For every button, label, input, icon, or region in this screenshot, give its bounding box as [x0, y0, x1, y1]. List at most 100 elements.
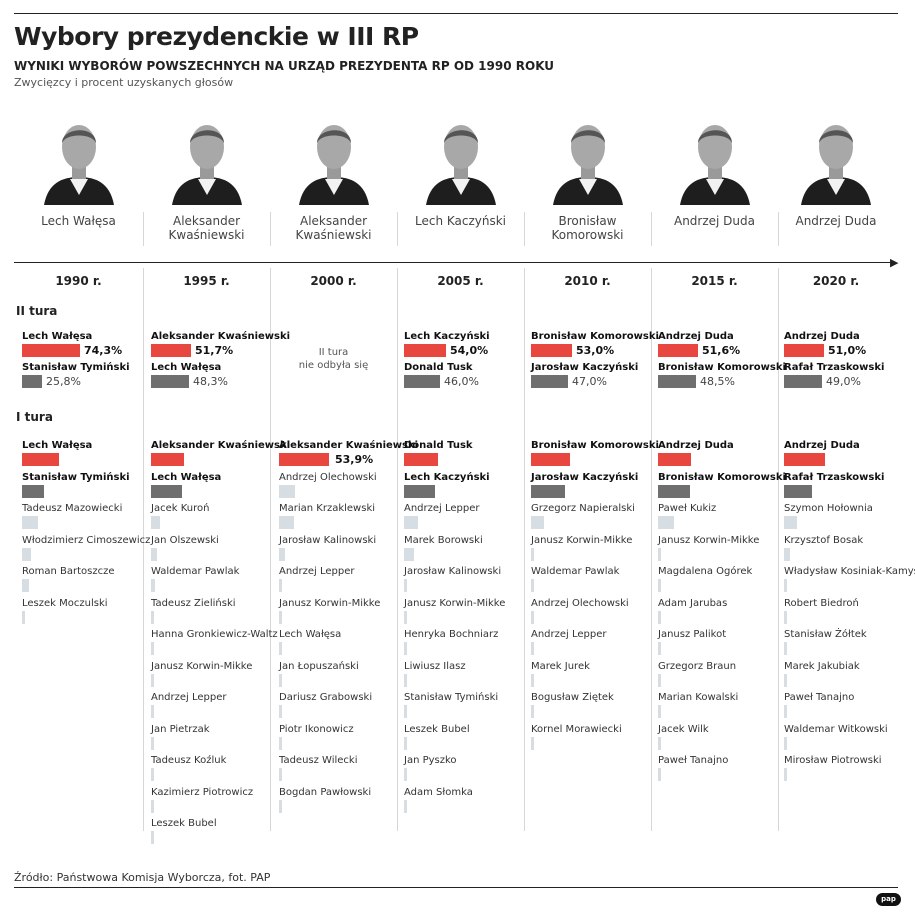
round1-bar — [404, 484, 435, 498]
election-year: 1995 r. — [183, 274, 230, 288]
round2-bar — [531, 344, 572, 357]
timeline-arrow-icon: ▶ — [890, 256, 899, 269]
column-separator — [524, 268, 525, 831]
column-separator — [270, 268, 271, 831]
round1-candidate-name: Marek Jakubiak — [784, 660, 860, 672]
round1-candidate-name: Andrzej Olechowski — [279, 471, 377, 483]
portrait-photo — [552, 117, 623, 205]
round1-bar — [404, 768, 407, 781]
portrait-photo — [801, 117, 871, 205]
round1-bar — [404, 516, 418, 529]
round1-bar — [151, 799, 154, 813]
round1-bar — [404, 673, 407, 687]
round1-candidate-name: Bogdan Pawłowski — [279, 786, 372, 798]
round2-percent: 46,0% — [444, 375, 479, 388]
round1-bar — [404, 736, 407, 750]
round1-bar — [531, 547, 534, 561]
portrait-silhouette-icon — [679, 125, 750, 205]
round2-candidate-name: Jarosław Kaczyński — [531, 362, 639, 373]
round1-candidate-name: Grzegorz Braun — [658, 660, 737, 672]
round1-bar — [151, 579, 155, 592]
column-separator — [143, 268, 144, 831]
round1-bar — [784, 610, 787, 624]
round2-percent: 48,3% — [193, 375, 228, 388]
round1-candidate-name: Rafał Trzaskowski — [784, 471, 885, 483]
top-rule — [14, 13, 898, 14]
round1-candidate-name: Bronisław Komorowski — [531, 440, 659, 451]
page-subtitle: WYNIKI WYBORÓW POWSZECHNYCH NA URZĄD PRE… — [14, 59, 555, 73]
round1-bar — [22, 516, 38, 529]
round1-bar — [22, 484, 44, 498]
round1-bar — [531, 736, 534, 750]
round1-bar — [531, 642, 534, 655]
round1-candidate-name: Jarosław Kalinowski — [279, 534, 377, 546]
round1-bar — [531, 484, 565, 498]
column-separator — [651, 268, 652, 831]
round1-bar — [151, 516, 160, 529]
round1-bar — [531, 610, 534, 624]
round1-bar — [404, 642, 407, 655]
round1-bar — [279, 768, 282, 781]
header-separator — [778, 212, 779, 246]
round1-candidate-name: Jan Łopuszański — [279, 660, 359, 672]
round1-candidate-name: Hanna Gronkiewicz-Waltz — [151, 629, 278, 640]
round1-candidate-name: Kornel Morawiecki — [531, 723, 622, 735]
round2-percent: 74,3% — [84, 344, 123, 357]
bottom-rule — [14, 887, 898, 888]
round2-percent: 51,0% — [828, 344, 867, 357]
column-separator — [397, 268, 398, 831]
round2-bar — [531, 375, 568, 388]
round1-candidate-name: Janusz Korwin-Mikke — [531, 534, 633, 546]
round2-candidate-name: Lech Kaczyński — [404, 331, 490, 342]
round1-bar — [531, 705, 534, 718]
round1-candidate-name: Jan Pietrzak — [151, 723, 210, 735]
round1-bar — [151, 736, 154, 750]
round1-candidate-name: Jacek Kuroń — [151, 503, 210, 514]
round1-candidate-name: Waldemar Witkowski — [784, 723, 888, 735]
round1-candidate-name: Andrzej Olechowski — [531, 597, 629, 609]
portrait-photo — [43, 117, 114, 205]
round2-candidate-name: Lech Wałęsa — [22, 331, 93, 342]
round1-candidate-name: Donald Tusk — [404, 440, 473, 451]
portrait-photo — [171, 117, 242, 205]
round1-candidate-name: Janusz Korwin-Mikke — [151, 660, 253, 672]
round2-percent: 47,0% — [572, 375, 607, 388]
round1-candidate-name: Lech Wałęsa — [279, 629, 342, 640]
round1-candidate-name: Stanisław Żółtek — [784, 629, 867, 640]
round1-bar — [279, 453, 329, 466]
round1-bar — [404, 453, 438, 466]
round1-candidate-name: Paweł Kukiz — [658, 503, 717, 514]
round1-bar — [279, 799, 282, 813]
round1-candidate-name: Grzegorz Napieralski — [531, 503, 635, 514]
round1-candidate-name: Aleksander Kwaśniewski — [151, 440, 291, 451]
round1-candidate-name: Bronisław Komorowski — [658, 471, 786, 483]
round1-bar — [279, 610, 282, 624]
round1-candidate-name: Leszek Moczulski — [22, 597, 108, 609]
round1-candidate-name: Kazimierz Piotrowicz — [151, 786, 254, 798]
round2-note: II tura nie odbyła się — [298, 347, 369, 371]
round2-bar — [784, 344, 824, 357]
header-separator — [270, 212, 271, 246]
round1-candidate-name: Dariusz Grabowski — [279, 692, 373, 703]
round1-candidate-name: Stanisław Tymiński — [22, 471, 130, 483]
round1-bar — [531, 579, 534, 592]
round1-candidate-name: Lech Kaczyński — [404, 471, 490, 483]
round1-candidate-name: Szymon Hołownia — [784, 503, 873, 514]
round1-candidate-name: Marek Borowski — [404, 534, 483, 546]
round1-candidate-name: Paweł Tanajno — [658, 755, 729, 766]
round1-bar — [404, 799, 407, 813]
round1-candidate-name: Mirosław Piotrowski — [784, 755, 882, 766]
round1-bar — [658, 484, 690, 498]
round1-bar — [151, 673, 154, 687]
round2-bar — [404, 375, 440, 388]
round1-candidate-name: Bogusław Ziętek — [531, 692, 614, 703]
round2-candidate-name: Andrzej Duda — [658, 331, 734, 342]
round1-bar — [531, 453, 570, 466]
round1-bar — [658, 610, 661, 624]
round1-candidate-name: Jan Olszewski — [151, 534, 219, 546]
round1-bar — [404, 610, 407, 624]
election-year: 2005 r. — [437, 274, 484, 288]
round1-candidate-name: Stanisław Tymiński — [404, 692, 499, 703]
pap-logo: pap — [876, 893, 901, 906]
round1-bar — [22, 579, 29, 592]
